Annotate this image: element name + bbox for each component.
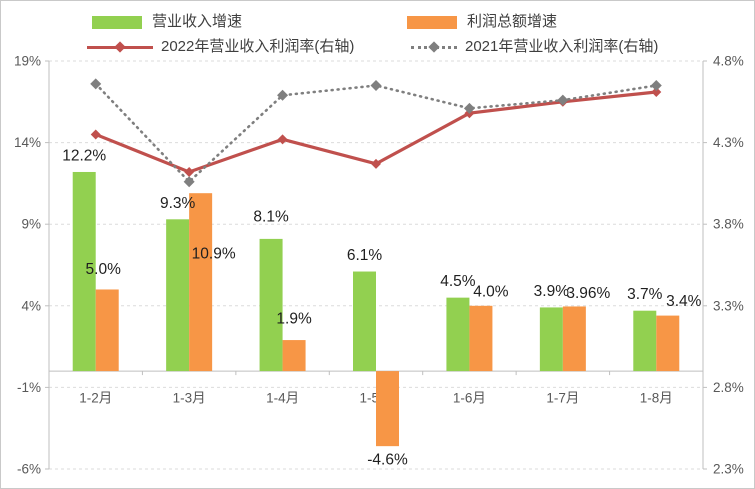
legend-item-profit-growth: 利润总额增速 [407, 13, 557, 31]
bar-value-label: 3.4% [666, 293, 702, 310]
bar-value-label: 8.1% [253, 208, 289, 225]
legend-item-margin-2021: 2021年营业收入利润率(右轴) [411, 38, 658, 56]
marker-margin-2021 [650, 79, 662, 91]
marker-margin-2022 [184, 166, 195, 177]
legend-swatch-green [92, 15, 142, 29]
solid-line-diamond-icon [87, 41, 153, 54]
marker-margin-2021 [463, 102, 475, 114]
marker-margin-2022 [651, 87, 662, 98]
bar-revenue-growth [72, 171, 96, 372]
legend-label: 利润总额增速 [467, 13, 558, 30]
right-axis-label: 4.8% [713, 54, 744, 69]
marker-margin-2022 [277, 134, 288, 145]
bar-profit-growth [376, 371, 399, 447]
bar-profit-growth [469, 305, 493, 372]
marker-margin-2022 [371, 158, 381, 169]
bar-revenue-growth [539, 307, 563, 372]
legend-item-revenue-growth: 营业收入增速 [92, 13, 242, 31]
category-label: 1-8月 [640, 391, 673, 406]
bar-profit-growth [189, 193, 213, 372]
marker-margin-2021 [557, 94, 569, 106]
bar-profit-growth [656, 315, 680, 372]
bar-revenue-growth [259, 238, 283, 372]
bar-value-label: 5.0% [86, 261, 122, 278]
marker-margin-2021 [277, 89, 289, 101]
marker-margin-2021 [90, 78, 102, 90]
legend-label: 2022年营业收入利润率(右轴) [161, 38, 355, 55]
left-axis-label: 19% [14, 54, 41, 69]
left-axis-label: 4% [21, 298, 41, 313]
bar-revenue-growth [353, 271, 376, 372]
bar-value-label: 1.9% [276, 311, 312, 328]
bar-revenue-growth [446, 297, 470, 372]
bar-value-label: 9.3% [160, 195, 196, 212]
bar-profit-growth [282, 340, 306, 372]
right-axis-label: 4.3% [713, 135, 744, 150]
right-axis-label: 3.8% [713, 217, 744, 232]
bar-value-label: 3.7% [627, 286, 663, 303]
left-axis-label: 9% [21, 217, 41, 232]
bar-value-label: 4.5% [440, 273, 476, 290]
category-label: 1-3月 [173, 391, 206, 406]
left-axis-label: -6% [17, 462, 41, 477]
bar-revenue-growth [166, 219, 190, 372]
marker-margin-2021 [370, 79, 382, 91]
bar-profit-growth [562, 306, 586, 372]
right-axis-label: 2.3% [713, 462, 744, 477]
bar-profit-growth [95, 289, 119, 372]
category-label: 1-7月 [546, 391, 579, 406]
bar-value-label: 3.9% [534, 283, 570, 300]
dotted-line-diamond-icon [411, 41, 457, 54]
left-axis-label: 14% [14, 135, 41, 150]
right-axis-label: 2.8% [713, 380, 744, 395]
marker-margin-2021 [183, 176, 195, 188]
bar-value-label: 10.9% [192, 246, 236, 263]
bar-revenue-growth [633, 310, 657, 372]
marker-margin-2022 [90, 129, 101, 140]
category-label: 1-6月 [453, 391, 486, 406]
legend-item-margin-2022: 2022年营业收入利润率(右轴) [87, 38, 354, 56]
bar-value-label: -4.6% [367, 452, 408, 469]
bar-value-label: 6.1% [347, 247, 383, 264]
bar-value-label: 12.2% [62, 147, 106, 164]
legend-label: 营业收入增速 [152, 13, 243, 30]
category-label: 1-4月 [266, 391, 299, 406]
right-axis-label: 3.3% [713, 298, 744, 313]
bar-value-label: 3.96% [566, 285, 610, 302]
left-axis-label: -1% [17, 380, 41, 395]
legend-swatch-orange [407, 15, 457, 29]
legend-label: 2021年营业收入利润率(右轴) [465, 38, 659, 55]
category-label: 1-2月 [79, 391, 112, 406]
bar-value-label: 4.0% [473, 283, 509, 300]
